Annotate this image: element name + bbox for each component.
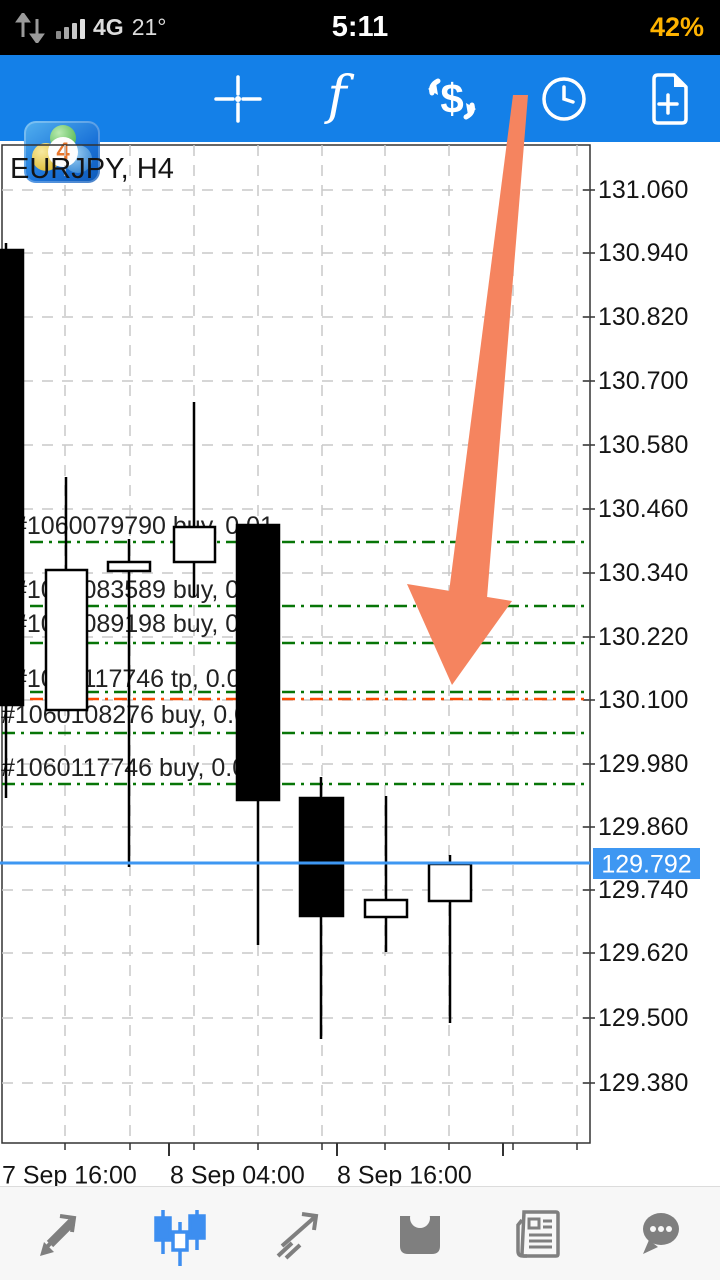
messages-bubble-icon <box>643 1213 679 1254</box>
price-tick-label: 129.500 <box>598 1004 688 1032</box>
current-price-label: 129.792 <box>601 851 691 879</box>
quotes-arrows-icon <box>40 1214 77 1256</box>
candles-layer <box>0 243 473 1039</box>
order-label: #1060108276 buy, 0.01 <box>1 701 262 729</box>
trade-dollar-icon[interactable]: $ <box>424 55 480 142</box>
chart-surface[interactable]: 131.060 130.940 130.820 130.700 130.580 130.4… <box>0 142 720 1186</box>
price-tick-label: 131.060 <box>598 176 688 204</box>
menu-icon[interactable] <box>0 141 26 186</box>
candle-body-bull <box>106 560 152 573</box>
candle-body-bull <box>363 898 409 919</box>
history-clock-icon[interactable] <box>539 55 589 142</box>
price-tick-label: 129.860 <box>598 813 688 841</box>
mt4-logo-icon[interactable]: 4 <box>24 121 100 183</box>
candle-body-bear <box>298 796 345 918</box>
history-tray-icon <box>400 1208 440 1254</box>
price-tick-label: 129.380 <box>598 1069 688 1097</box>
price-tick-label: 130.940 <box>598 239 688 267</box>
nav-news[interactable] <box>480 1187 600 1280</box>
svg-text:$: $ <box>440 75 463 122</box>
network-type-label: 4G <box>93 14 124 40</box>
price-tick-label: 129.620 <box>598 939 688 967</box>
charts-candles-icon <box>154 1210 206 1266</box>
crosshair-icon[interactable] <box>214 55 262 142</box>
axes-layer: 131.060 130.940 130.820 130.700 130.580 130.4… <box>2 176 688 1186</box>
status-bar: 4G 21° 5:11 42% <box>0 0 720 55</box>
bottom-navigation <box>0 1186 720 1280</box>
price-tick-label: 130.700 <box>598 367 688 395</box>
price-tick-label: 130.580 <box>598 431 688 459</box>
battery-percent-label: 42% <box>649 12 704 42</box>
current-price-box <box>593 848 700 879</box>
price-tick-label: 130.820 <box>598 303 688 331</box>
network-activity-icon <box>15 12 45 43</box>
nav-history[interactable] <box>360 1187 480 1280</box>
indicators-f-icon[interactable]: f <box>313 55 361 142</box>
symbol-timeframe-label: EURJPY, H4 <box>10 153 174 185</box>
time-tick-label: 8 Sep 04:00 <box>170 1162 305 1186</box>
candle-body-bear <box>0 248 25 707</box>
price-tick-label: 129.980 <box>598 750 688 778</box>
trade-trend-icon <box>276 1212 319 1260</box>
price-tick-label: 129.740 <box>598 876 688 904</box>
order-labels-layer: #1060079790 buy, 0.01#1060083589 buy, 0.… <box>1 512 274 782</box>
price-tick-label: 130.220 <box>598 623 688 651</box>
order-label: #1060079790 buy, 0.01 <box>13 512 274 540</box>
order-label: #1060117746 buy, 0.01 <box>1 754 260 782</box>
temperature-label: 21° <box>131 14 167 40</box>
price-tick-label: 130.100 <box>598 686 688 714</box>
current-price-layer: 129.792 <box>0 848 700 879</box>
svg-text:f: f <box>323 69 354 126</box>
new-order-icon[interactable] <box>644 55 692 142</box>
candle-body-bull <box>44 568 89 712</box>
signal-strength-icon <box>56 17 85 39</box>
news-newspaper-icon <box>516 1210 560 1258</box>
candle-body-bear <box>235 523 281 802</box>
nav-messages[interactable] <box>600 1187 720 1280</box>
time-tick-label: 7 Sep 16:00 <box>2 1162 137 1186</box>
price-tick-label: 130.460 <box>598 495 688 523</box>
candle-body-bull <box>172 525 217 564</box>
time-tick-label: 8 Sep 16:00 <box>337 1162 472 1186</box>
nav-charts[interactable] <box>120 1187 240 1280</box>
nav-trade[interactable] <box>240 1187 360 1280</box>
nav-quotes[interactable] <box>0 1187 120 1280</box>
clock-label: 5:11 <box>331 11 389 43</box>
candle-body-bull <box>427 862 473 903</box>
price-tick-label: 130.340 <box>598 559 688 587</box>
top-toolbar: 4 f $ <box>0 55 720 183</box>
